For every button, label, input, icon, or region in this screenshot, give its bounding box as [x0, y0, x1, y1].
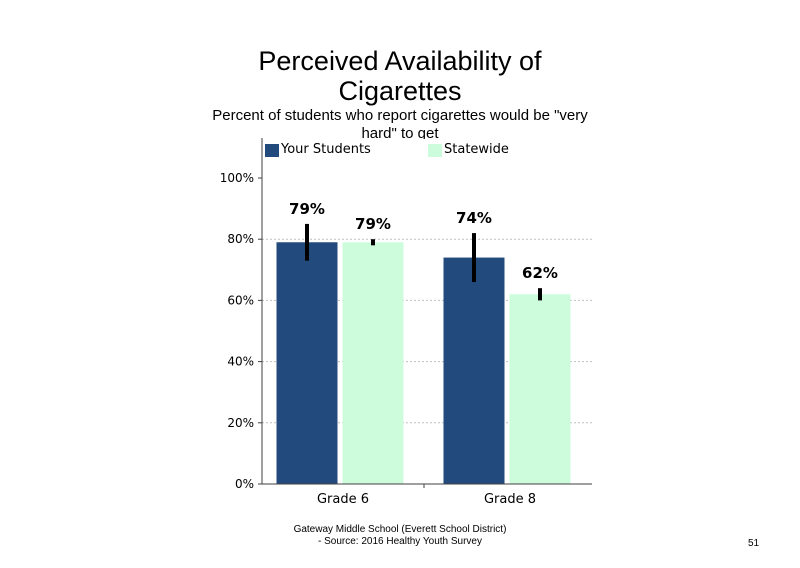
y-tick-label: 100% [220, 171, 254, 185]
bar [342, 242, 404, 484]
legend-swatch-statewide [428, 144, 442, 157]
footer-source: - Source: 2016 Healthy Youth Survey [318, 536, 482, 547]
source-footer: Gateway Middle School (Everett School Di… [230, 524, 570, 548]
y-tick-label: 80% [227, 232, 254, 246]
data-label: 79% [289, 200, 325, 218]
data-label: 79% [355, 215, 391, 233]
legend-label-your-students: Your Students [281, 142, 371, 157]
y-tick-label: 60% [227, 293, 254, 307]
chart-title: Perceived Availability of Cigarettes [258, 46, 542, 106]
bar [276, 242, 338, 484]
page-number: 51 [748, 538, 760, 549]
footer-school: Gateway Middle School (Everett School Di… [293, 524, 507, 535]
y-tick-label: 20% [227, 416, 254, 430]
y-tick-label: 40% [227, 355, 254, 369]
x-tick-label: Grade 6 [317, 492, 369, 507]
data-label: 62% [522, 264, 558, 282]
x-tick-label: Grade 8 [484, 492, 536, 507]
chart-subtitle: Percent of students who report cigarette… [212, 107, 588, 139]
data-label: 74% [456, 209, 492, 227]
bar [509, 294, 571, 484]
y-tick-label: 0% [235, 477, 254, 491]
legend-swatch-your-students [265, 144, 279, 157]
bar [443, 257, 505, 484]
legend-label-statewide: Statewide [444, 142, 509, 157]
